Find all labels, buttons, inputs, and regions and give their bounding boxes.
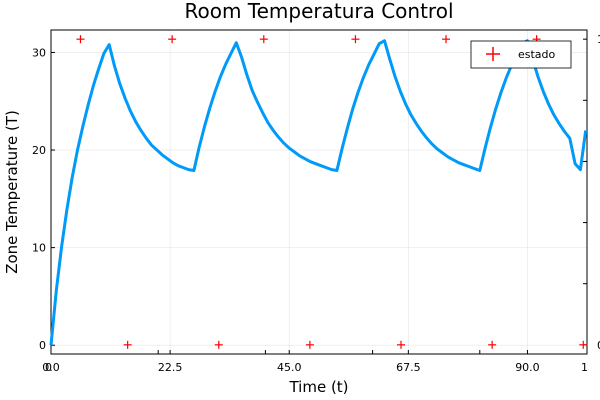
y2-tick-label: 0 xyxy=(597,339,600,352)
x-tick-label: 67.5 xyxy=(396,361,421,374)
x-tick-label: 22.5 xyxy=(158,361,183,374)
estado-point xyxy=(123,340,132,349)
chart-title: Room Temperatura Control xyxy=(184,0,453,23)
estado-point xyxy=(351,35,360,44)
y-tick-label: 10 xyxy=(32,242,46,255)
plot-frame xyxy=(50,29,588,355)
x-tick-label: 90.0 xyxy=(515,361,540,374)
temperature-series-line xyxy=(49,39,588,346)
series-layer xyxy=(49,35,588,349)
estado-point xyxy=(259,35,268,44)
estado-point xyxy=(442,35,451,44)
estado-point xyxy=(76,35,85,44)
estado-point xyxy=(397,340,406,349)
y2-tick-label: 1 xyxy=(597,33,600,46)
x2-tick-label: 1 xyxy=(581,361,588,374)
x-tick-label: 0.0 xyxy=(42,361,60,374)
y-tick-label: 20 xyxy=(32,144,46,157)
estado-point xyxy=(488,340,497,349)
x2-tick-label: 0 xyxy=(45,361,52,374)
x-tick-label: 45.0 xyxy=(277,361,302,374)
estado-point xyxy=(579,340,588,349)
ticks: 0.022.545.067.590.001020300101 xyxy=(32,33,600,374)
legend: estado xyxy=(470,40,572,69)
y-axis-label: Zone Temperature (T) xyxy=(3,110,21,274)
x-axis-label: Time (t) xyxy=(288,378,348,396)
y-tick-label: 30 xyxy=(32,46,46,59)
estado-point xyxy=(214,340,223,349)
estado-point xyxy=(305,340,314,349)
y-tick-label: 0 xyxy=(39,339,46,352)
estado-point xyxy=(168,35,177,44)
legend-label-estado: estado xyxy=(518,48,556,61)
